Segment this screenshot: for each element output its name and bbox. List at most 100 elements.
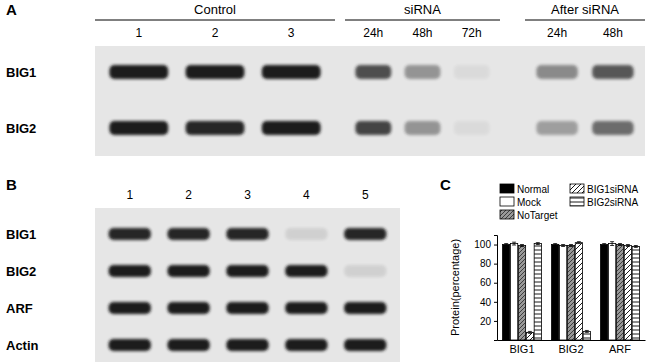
legend-swatch bbox=[500, 210, 514, 219]
bar bbox=[624, 246, 631, 341]
bar bbox=[575, 243, 582, 340]
band bbox=[167, 339, 209, 351]
band bbox=[262, 121, 321, 135]
lane-label: 2 bbox=[185, 188, 192, 202]
lane-label: 48h bbox=[603, 26, 623, 40]
band bbox=[285, 302, 327, 314]
bar bbox=[526, 332, 533, 340]
band bbox=[592, 65, 633, 79]
band bbox=[285, 228, 327, 240]
error-bar bbox=[536, 243, 540, 245]
band bbox=[285, 339, 327, 351]
group-label: After siRNA bbox=[551, 2, 619, 17]
lane-label: 48h bbox=[412, 26, 432, 40]
y-tick: 40 bbox=[480, 297, 497, 308]
group-label: Control bbox=[194, 2, 236, 17]
bar bbox=[534, 244, 541, 340]
panel-label: C bbox=[440, 176, 451, 193]
group-line bbox=[95, 20, 335, 21]
band bbox=[285, 265, 327, 277]
y-tick-mark bbox=[494, 245, 497, 246]
legend-swatch bbox=[570, 197, 584, 206]
band bbox=[536, 121, 577, 135]
row-label: Actin bbox=[6, 338, 39, 353]
legend: NormalMockNoTargetBIG1siRNABIG2siRNA bbox=[500, 184, 638, 221]
bar bbox=[503, 245, 510, 340]
x-axis: BIG1 BIG2 ARF bbox=[498, 340, 646, 355]
band bbox=[355, 65, 391, 79]
band bbox=[109, 302, 151, 314]
band bbox=[167, 265, 209, 277]
band bbox=[109, 339, 151, 351]
panel-label: B bbox=[6, 176, 17, 193]
y-tick-label: 40 bbox=[480, 297, 492, 308]
lane-label: 24h bbox=[547, 26, 567, 40]
y-tick-label: 20 bbox=[480, 316, 492, 327]
band bbox=[405, 121, 441, 135]
bar bbox=[559, 246, 566, 341]
group-line bbox=[525, 20, 645, 21]
error-bar bbox=[634, 246, 638, 248]
band bbox=[344, 265, 386, 277]
y-tick: 60 bbox=[480, 277, 497, 288]
band bbox=[344, 302, 386, 314]
x-tick-label: BIG1 bbox=[509, 343, 534, 355]
x-tick: BIG2 bbox=[558, 340, 583, 355]
error-bar bbox=[585, 330, 589, 332]
lane-label: 3 bbox=[244, 188, 251, 202]
band bbox=[405, 65, 441, 79]
blot-background bbox=[95, 46, 645, 156]
legend-swatch bbox=[500, 197, 514, 206]
y-tick: 100 bbox=[474, 239, 497, 250]
lane-label: 1 bbox=[126, 188, 133, 202]
band bbox=[262, 65, 321, 79]
band bbox=[344, 228, 386, 240]
bar bbox=[567, 246, 574, 341]
x-axis-line bbox=[498, 340, 646, 341]
y-tick-label: 80 bbox=[480, 258, 492, 269]
band bbox=[592, 121, 633, 135]
x-tick: ARF bbox=[609, 340, 631, 355]
band bbox=[344, 339, 386, 351]
bar bbox=[632, 246, 639, 340]
lane-label: 2 bbox=[212, 26, 219, 40]
x-tick: BIG1 bbox=[509, 340, 534, 355]
row-label: BIG1 bbox=[6, 65, 36, 80]
band bbox=[186, 121, 245, 135]
error-bar bbox=[626, 245, 630, 247]
error-bar bbox=[602, 244, 606, 246]
y-tick-mark bbox=[494, 302, 497, 303]
lane-label: 24h bbox=[363, 26, 383, 40]
band bbox=[109, 228, 151, 240]
panel-label: A bbox=[6, 1, 17, 18]
lane-label: 1 bbox=[135, 26, 142, 40]
band bbox=[109, 65, 168, 79]
band bbox=[167, 302, 209, 314]
lane-label: 4 bbox=[303, 188, 310, 202]
legend-label: Normal bbox=[517, 184, 549, 195]
legend-swatch bbox=[570, 184, 584, 193]
legend-label: Mock bbox=[517, 197, 542, 208]
y-tick-mark bbox=[494, 321, 497, 322]
row-label: BIG1 bbox=[6, 227, 36, 242]
y-axis: 20 40 60 80 100 bbox=[474, 236, 497, 341]
band bbox=[536, 65, 577, 79]
lane-label: 5 bbox=[362, 188, 369, 202]
band bbox=[454, 121, 490, 135]
y-tick-label: 60 bbox=[480, 277, 492, 288]
band bbox=[226, 228, 268, 240]
bar bbox=[583, 331, 590, 340]
legend-swatch bbox=[500, 184, 514, 193]
blot-background bbox=[95, 208, 400, 362]
lane-label: 3 bbox=[288, 26, 295, 40]
error-bar bbox=[577, 242, 581, 244]
error-bar bbox=[528, 331, 532, 333]
error-bar bbox=[561, 245, 565, 247]
band bbox=[109, 121, 168, 135]
bar bbox=[608, 244, 615, 340]
group-line bbox=[345, 20, 500, 21]
row-label: ARF bbox=[6, 301, 33, 316]
error-bar bbox=[618, 244, 622, 246]
lane-label: 72h bbox=[462, 26, 482, 40]
band bbox=[355, 121, 391, 135]
